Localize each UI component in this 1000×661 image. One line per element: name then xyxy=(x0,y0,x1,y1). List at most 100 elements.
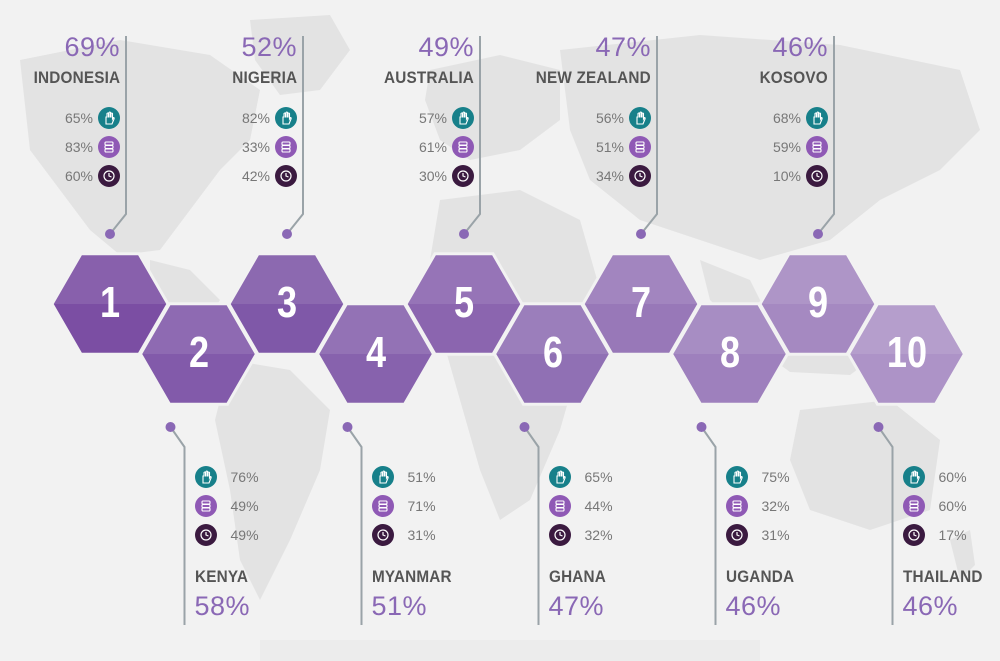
connector-dot xyxy=(342,422,353,432)
stat-row-coins: 51% xyxy=(596,135,651,159)
stat-row-clock: 49% xyxy=(194,523,259,547)
connector-line xyxy=(817,36,835,235)
stat-value: 31% xyxy=(407,527,436,543)
stat-value: 30% xyxy=(418,168,447,184)
stat-row-clock: 10% xyxy=(773,164,828,188)
total-percent: 58% xyxy=(194,591,251,621)
hexagon-highlight xyxy=(760,253,876,304)
clock-icon xyxy=(275,165,297,187)
clock-icon xyxy=(194,524,217,546)
stat-row-coins: 49% xyxy=(194,494,259,518)
hexagon-highlight xyxy=(52,253,168,304)
stat-row-hand: 82% xyxy=(242,106,297,130)
stat-row-coins: 33% xyxy=(242,135,297,159)
stat-value: 17% xyxy=(938,527,967,543)
connector-dot xyxy=(813,229,823,239)
stat-value: 10% xyxy=(772,168,801,184)
country-name: UGANDA xyxy=(725,567,794,586)
rank-number: 10 xyxy=(886,328,927,377)
connector-line xyxy=(463,36,481,235)
stat-value: 75% xyxy=(761,469,790,485)
coins-icon xyxy=(452,136,474,158)
stat-row-hand: 60% xyxy=(902,465,967,489)
total-percent: 69% xyxy=(64,32,120,62)
country-name: THAILAND xyxy=(902,567,983,586)
stat-row-clock: 34% xyxy=(596,164,651,188)
stat-value: 59% xyxy=(772,139,801,155)
hand-icon xyxy=(275,107,297,129)
connector-dot xyxy=(165,422,176,432)
coins-icon xyxy=(194,495,217,517)
stat-row-coins: 59% xyxy=(773,135,828,159)
stat-row-coins: 60% xyxy=(902,494,967,518)
stat-value: 68% xyxy=(772,110,801,126)
hand-icon xyxy=(452,107,474,129)
clock-icon xyxy=(371,524,394,546)
stat-row-clock: 42% xyxy=(242,164,297,188)
rank-number: 3 xyxy=(276,278,298,327)
stat-value: 44% xyxy=(584,498,613,514)
rank-number: 5 xyxy=(453,278,475,327)
stat-value: 32% xyxy=(761,498,790,514)
stat-value: 60% xyxy=(938,469,967,485)
hexagon-rank-10 xyxy=(846,302,967,406)
country-name: KOSOVO xyxy=(759,68,828,87)
total-percent: 47% xyxy=(548,591,605,621)
stat-row-clock: 32% xyxy=(548,523,613,547)
stat-value: 82% xyxy=(241,110,270,126)
stat-row-hand: 51% xyxy=(371,465,436,489)
stat-value: 83% xyxy=(64,139,93,155)
stat-value: 65% xyxy=(64,110,93,126)
connector-line xyxy=(109,36,127,235)
stat-value: 49% xyxy=(230,498,259,514)
total-percent: 49% xyxy=(418,32,474,62)
stat-value: 49% xyxy=(230,527,259,543)
connector-dot xyxy=(459,229,469,239)
hand-icon xyxy=(629,107,651,129)
coins-icon xyxy=(806,136,828,158)
hexagon-highlight xyxy=(848,303,965,354)
stat-value: 51% xyxy=(407,469,436,485)
total-percent: 51% xyxy=(371,591,428,621)
stat-row-coins: 61% xyxy=(419,135,474,159)
country-name: MYANMAR xyxy=(371,567,452,586)
hand-icon xyxy=(371,466,394,488)
coins-icon xyxy=(548,495,571,517)
connector-line xyxy=(286,36,304,235)
stat-value: 33% xyxy=(241,139,270,155)
stat-row-coins: 83% xyxy=(65,135,120,159)
stat-value: 76% xyxy=(230,469,259,485)
clock-icon xyxy=(452,165,474,187)
coins-icon xyxy=(275,136,297,158)
hexagon-highlight xyxy=(671,303,788,354)
stat-row-hand: 68% xyxy=(773,106,828,130)
total-percent: 46% xyxy=(725,591,782,621)
hexagon-highlight xyxy=(583,253,699,304)
total-percent: 52% xyxy=(241,32,297,62)
stat-row-hand: 56% xyxy=(596,106,651,130)
hexagon-highlight xyxy=(406,253,522,304)
hexagon-highlight xyxy=(317,303,434,354)
country-name: NEW ZEALAND xyxy=(535,68,651,87)
stat-value: 42% xyxy=(241,168,270,184)
connector-line xyxy=(523,426,540,625)
stat-row-hand: 75% xyxy=(725,465,790,489)
connector-line xyxy=(700,426,717,625)
stat-value: 65% xyxy=(584,469,613,485)
rank-number: 7 xyxy=(630,278,652,327)
coins-icon xyxy=(902,495,925,517)
stat-value: 57% xyxy=(418,110,447,126)
stat-row-clock: 60% xyxy=(65,164,120,188)
country-name: AUSTRALIA xyxy=(383,68,474,87)
hexagon-highlight xyxy=(494,303,611,354)
country-name: INDONESIA xyxy=(33,68,120,87)
coins-icon xyxy=(725,495,748,517)
country-name: KENYA xyxy=(194,567,248,586)
rank-number: 1 xyxy=(99,278,121,327)
stat-row-hand: 65% xyxy=(65,106,120,130)
connector-line xyxy=(169,426,186,625)
stat-value: 60% xyxy=(938,498,967,514)
clock-icon xyxy=(725,524,748,546)
clock-icon xyxy=(548,524,571,546)
